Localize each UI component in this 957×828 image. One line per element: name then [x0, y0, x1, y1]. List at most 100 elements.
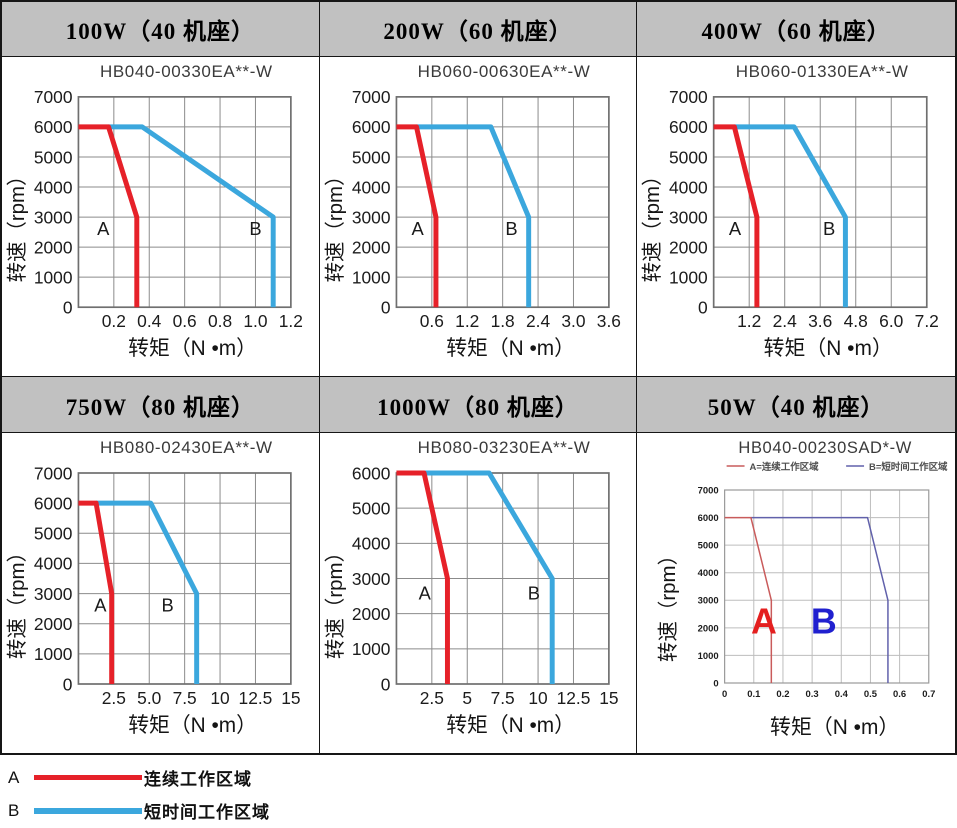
svg-text:2.5: 2.5	[102, 688, 126, 708]
svg-text:7000: 7000	[34, 87, 73, 107]
svg-text:B: B	[162, 595, 174, 616]
svg-text:5000: 5000	[669, 147, 708, 167]
svg-text:4000: 4000	[669, 177, 708, 197]
svg-text:B=短时间工作区域: B=短时间工作区域	[869, 461, 948, 473]
svg-text:0: 0	[380, 674, 390, 694]
svg-text:1000: 1000	[34, 644, 73, 664]
svg-text:A=连续工作区域: A=连续工作区域	[750, 461, 820, 473]
svg-text:0: 0	[63, 674, 73, 694]
chart-model-title: HB080-02430EA**-W	[99, 438, 273, 457]
svg-text:7.5: 7.5	[490, 688, 514, 708]
svg-text:5000: 5000	[698, 541, 719, 552]
svg-text:4000: 4000	[34, 177, 73, 197]
legend-label-continuous: 连续工作区域	[144, 770, 252, 789]
torque-speed-plot-100w: 0.2 0.4 0.6 0.8 1.0 1.2 0 1000 2000 3000 4000 5000 6…	[6, 87, 303, 360]
svg-text:3.0: 3.0	[561, 311, 585, 331]
svg-text:转速（rpm）: 转速（rpm）	[657, 545, 680, 662]
svg-text:转速（rpm）: 转速（rpm）	[6, 166, 29, 283]
figure-legend: A 连续工作区域 B 短时间工作区域	[0, 755, 957, 823]
chart-cell-750w: HB080-02430EA**-W 2.5 5.0 7.5 10 12.5 15 0 1000…	[2, 433, 320, 753]
svg-text:0.4: 0.4	[137, 311, 161, 331]
torque-speed-plot-400w: 1.2 2.4 3.6 4.8 6.0 7.2 0 1000 2000 3000 4000 5000 6…	[641, 87, 939, 360]
svg-text:转矩（N •m）: 转矩（N •m）	[128, 714, 257, 737]
svg-text:3000: 3000	[352, 207, 391, 227]
svg-text:3.6: 3.6	[596, 311, 620, 331]
svg-text:7000: 7000	[669, 87, 708, 107]
svg-text:2000: 2000	[34, 614, 73, 634]
svg-text:0.5: 0.5	[864, 689, 877, 700]
chart-header-1000w: 1000W（80 机座）	[319, 377, 638, 433]
legend-row-short-time: B 短时间工作区域	[8, 799, 957, 823]
svg-text:转矩（N •m）: 转矩（N •m）	[770, 716, 899, 739]
legend-key-a: A	[8, 767, 20, 787]
svg-text:10: 10	[528, 688, 548, 708]
charts-table: 100W（40 机座） 200W（60 机座） 400W（60 机座） HB04…	[0, 0, 957, 755]
svg-text:B: B	[249, 218, 261, 239]
svg-text:3000: 3000	[34, 207, 73, 227]
chart-model-title: HB060-01330EA**-W	[735, 62, 909, 81]
svg-text:1000: 1000	[669, 267, 708, 287]
svg-text:2000: 2000	[34, 237, 73, 257]
svg-text:3000: 3000	[698, 596, 719, 607]
svg-text:7.5: 7.5	[173, 688, 197, 708]
svg-text:A: A	[751, 600, 777, 641]
svg-text:6000: 6000	[34, 117, 73, 137]
svg-text:2000: 2000	[352, 237, 391, 257]
svg-text:B: B	[811, 600, 837, 641]
svg-text:0.2: 0.2	[777, 689, 790, 700]
legend-row-continuous: A 连续工作区域	[8, 766, 957, 790]
chart-model-title: HB040-00230SAD*-W	[738, 439, 912, 457]
svg-text:3000: 3000	[34, 584, 73, 604]
svg-text:5.0: 5.0	[137, 688, 161, 708]
svg-text:15: 15	[281, 688, 300, 708]
svg-text:5000: 5000	[34, 147, 73, 167]
legend-line-blue	[34, 807, 142, 814]
svg-text:3000: 3000	[352, 569, 391, 589]
svg-text:4000: 4000	[34, 554, 73, 574]
svg-text:1000: 1000	[34, 267, 73, 287]
svg-text:2.4: 2.4	[526, 311, 550, 331]
svg-text:5000: 5000	[34, 524, 73, 544]
svg-text:1.0: 1.0	[243, 311, 267, 331]
torque-speed-plot-750w: 2.5 5.0 7.5 10 12.5 15 0 1000 2000 3000 4000 5000 60…	[6, 463, 301, 737]
svg-text:5: 5	[462, 688, 472, 708]
svg-text:A: A	[418, 583, 431, 604]
svg-text:12.5: 12.5	[239, 688, 273, 708]
svg-text:A: A	[729, 218, 742, 239]
legend-label-short-time: 短时间工作区域	[144, 803, 270, 822]
chart-cell-400w: HB060-01330EA**-W 1.2 2.4 3.6 4.8 6.0 7.2 0 100…	[637, 57, 955, 377]
svg-text:6000: 6000	[352, 117, 391, 137]
torque-speed-plot-1000w: 2.5 5 7.5 10 12.5 15 0 1000 2000 3000 4000 5000 6000…	[324, 463, 619, 737]
svg-text:0: 0	[722, 689, 727, 700]
svg-text:1.2: 1.2	[455, 311, 479, 331]
svg-text:1.8: 1.8	[490, 311, 514, 331]
svg-text:1000: 1000	[352, 639, 391, 659]
svg-text:0.2: 0.2	[102, 311, 126, 331]
svg-text:0: 0	[63, 297, 73, 317]
svg-text:4000: 4000	[698, 568, 719, 579]
svg-text:2.5: 2.5	[419, 688, 443, 708]
svg-text:0: 0	[714, 678, 719, 689]
svg-text:转速（rpm）: 转速（rpm）	[641, 166, 664, 283]
svg-text:转速（rpm）: 转速（rpm）	[324, 166, 347, 283]
chart-header-100w: 100W（40 机座）	[2, 2, 320, 57]
torque-speed-plot-200w: 0.6 1.2 1.8 2.4 3.0 3.6 0 1000 2000 3000 4000 5000 6…	[324, 87, 621, 360]
svg-text:B: B	[823, 218, 835, 239]
svg-text:0.7: 0.7	[923, 689, 936, 700]
svg-text:0.6: 0.6	[173, 311, 197, 331]
svg-text:0.1: 0.1	[748, 689, 761, 700]
svg-text:2000: 2000	[698, 623, 719, 634]
svg-text:15: 15	[599, 688, 618, 708]
svg-text:5000: 5000	[352, 498, 391, 518]
svg-text:12.5: 12.5	[556, 688, 590, 708]
svg-text:6000: 6000	[669, 117, 708, 137]
svg-text:转矩（N •m）: 转矩（N •m）	[128, 337, 257, 360]
svg-text:1.2: 1.2	[279, 311, 303, 331]
chart-cell-200w: HB060-00630EA**-W 0.6 1.2 1.8 2.4 3.0 3.6 0 100…	[319, 57, 638, 377]
svg-text:3.6: 3.6	[808, 311, 832, 331]
svg-text:6000: 6000	[698, 513, 719, 524]
chart-model-title: HB060-00630EA**-W	[417, 62, 591, 81]
chart-cell-100w: HB040-00330EA**-W 0.2 0.4 0.6 0.8 1.0 1.2 0 100…	[2, 57, 320, 377]
chart-header-750w: 750W（80 机座）	[2, 377, 320, 433]
